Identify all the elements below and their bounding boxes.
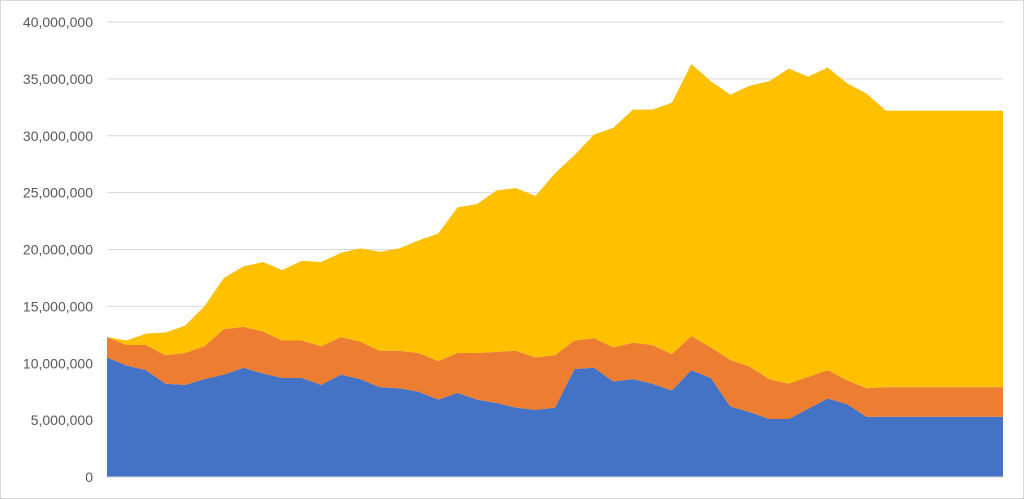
series-areas (107, 64, 1003, 477)
y-axis-tick-labels: 0 5,000,000 10,000,000 15,000,000 20,000,000… (23, 14, 93, 485)
y-tick-label: 20,000,000 (23, 242, 93, 258)
series-area-2 (107, 326, 1003, 419)
y-tick-label: 5,000,000 (31, 412, 93, 428)
y-tick-label: 35,000,000 (23, 71, 93, 87)
y-tick-label: 10,000,000 (23, 355, 93, 371)
y-tick-label: 15,000,000 (23, 298, 93, 314)
y-tick-label: 0 (85, 469, 93, 485)
y-tick-label: 40,000,000 (23, 14, 93, 30)
series-area-1 (107, 357, 1003, 477)
y-tick-label: 25,000,000 (23, 185, 93, 201)
y-tick-label: 30,000,000 (23, 128, 93, 144)
series-area-3 (107, 64, 1003, 389)
